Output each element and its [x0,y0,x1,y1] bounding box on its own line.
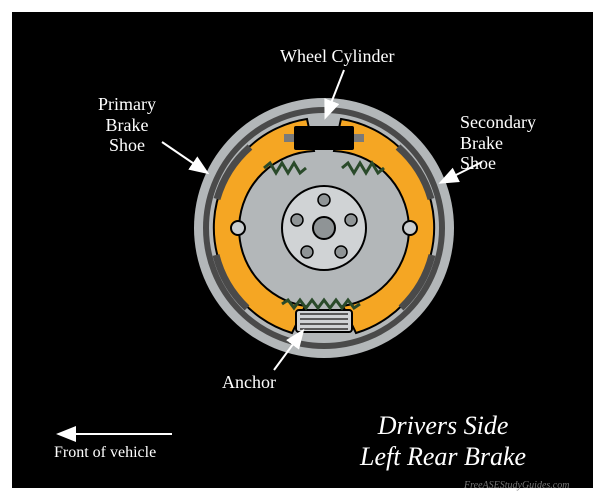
hold-down-pin-left [231,221,245,235]
center-axle-hole [313,217,335,239]
inner-canvas: Wheel Cylinder Primary Brake Shoe Second… [12,12,593,488]
bolt-hole-2 [345,214,357,226]
diagram-title: Drivers Side Left Rear Brake [360,410,526,472]
label-anchor: Anchor [222,372,276,393]
label-primary-shoe: Primary Brake Shoe [98,94,156,156]
label-front-of-vehicle: Front of vehicle [54,444,156,462]
credit-text: FreeASEStudyGuides.com [464,480,569,491]
bolt-hole-4 [301,246,313,258]
hold-down-pin-right [403,221,417,235]
arrow-primary-shoe [162,142,206,172]
label-secondary-shoe: Secondary Brake Shoe [460,112,536,174]
cylinder-piston-right [354,134,364,142]
bolt-hole-3 [335,246,347,258]
wheel-cylinder [294,126,354,150]
label-wheel-cylinder: Wheel Cylinder [280,46,394,67]
cylinder-piston-left [284,134,294,142]
bolt-hole-5 [291,214,303,226]
page-frame: Wheel Cylinder Primary Brake Shoe Second… [0,0,605,500]
bolt-hole-1 [318,194,330,206]
